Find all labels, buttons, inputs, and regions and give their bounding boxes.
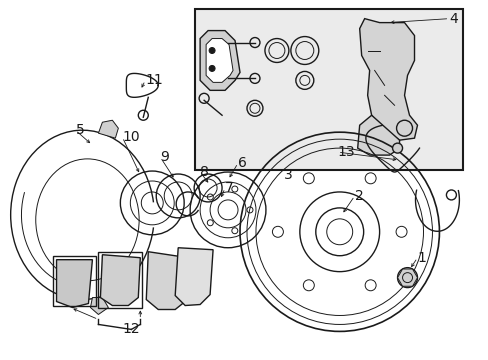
- Text: 9: 9: [160, 150, 169, 164]
- Text: 7: 7: [224, 181, 233, 195]
- Text: 6: 6: [238, 156, 246, 170]
- Polygon shape: [200, 31, 240, 90]
- Text: 12: 12: [122, 323, 140, 337]
- Text: 13: 13: [337, 145, 355, 159]
- Polygon shape: [397, 269, 417, 286]
- Polygon shape: [357, 115, 399, 155]
- Text: 1: 1: [417, 251, 426, 265]
- Polygon shape: [146, 252, 188, 310]
- Polygon shape: [205, 39, 233, 82]
- Polygon shape: [175, 248, 213, 306]
- Polygon shape: [90, 298, 108, 315]
- Circle shape: [209, 66, 215, 71]
- Text: 10: 10: [122, 130, 140, 144]
- Circle shape: [209, 48, 215, 54]
- Polygon shape: [359, 19, 417, 140]
- Bar: [195, 9, 463, 170]
- Text: 5: 5: [75, 123, 84, 137]
- Polygon shape: [98, 120, 118, 138]
- Text: 3: 3: [283, 168, 292, 182]
- Polygon shape: [57, 260, 92, 307]
- Text: 2: 2: [354, 189, 363, 203]
- Polygon shape: [100, 255, 140, 306]
- Circle shape: [396, 120, 412, 136]
- Text: 4: 4: [448, 12, 457, 26]
- Text: 8: 8: [200, 165, 208, 179]
- Circle shape: [392, 143, 402, 153]
- Text: 11: 11: [145, 73, 163, 87]
